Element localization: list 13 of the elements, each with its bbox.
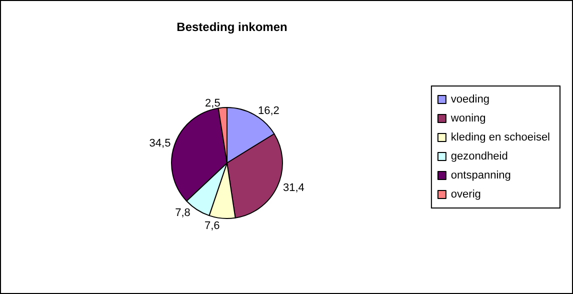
legend-label: voeding — [450, 94, 490, 106]
legend-label: gezondheid — [450, 150, 508, 162]
data-label: 7,6 — [204, 220, 220, 232]
data-label: 16,2 — [258, 105, 280, 118]
data-label: 7,8 — [175, 207, 190, 220]
data-label: 2,5 — [205, 98, 220, 110]
chart-title: Besteding inkomen — [176, 20, 288, 34]
legend-label: overig — [450, 188, 481, 200]
data-label: 31,4 — [282, 182, 304, 194]
data-label: 34,5 — [149, 138, 171, 150]
legend-label: kleding en schoeisel — [450, 132, 550, 144]
legend-label: woning — [450, 112, 486, 124]
legend-label: ontspanning — [450, 170, 511, 182]
